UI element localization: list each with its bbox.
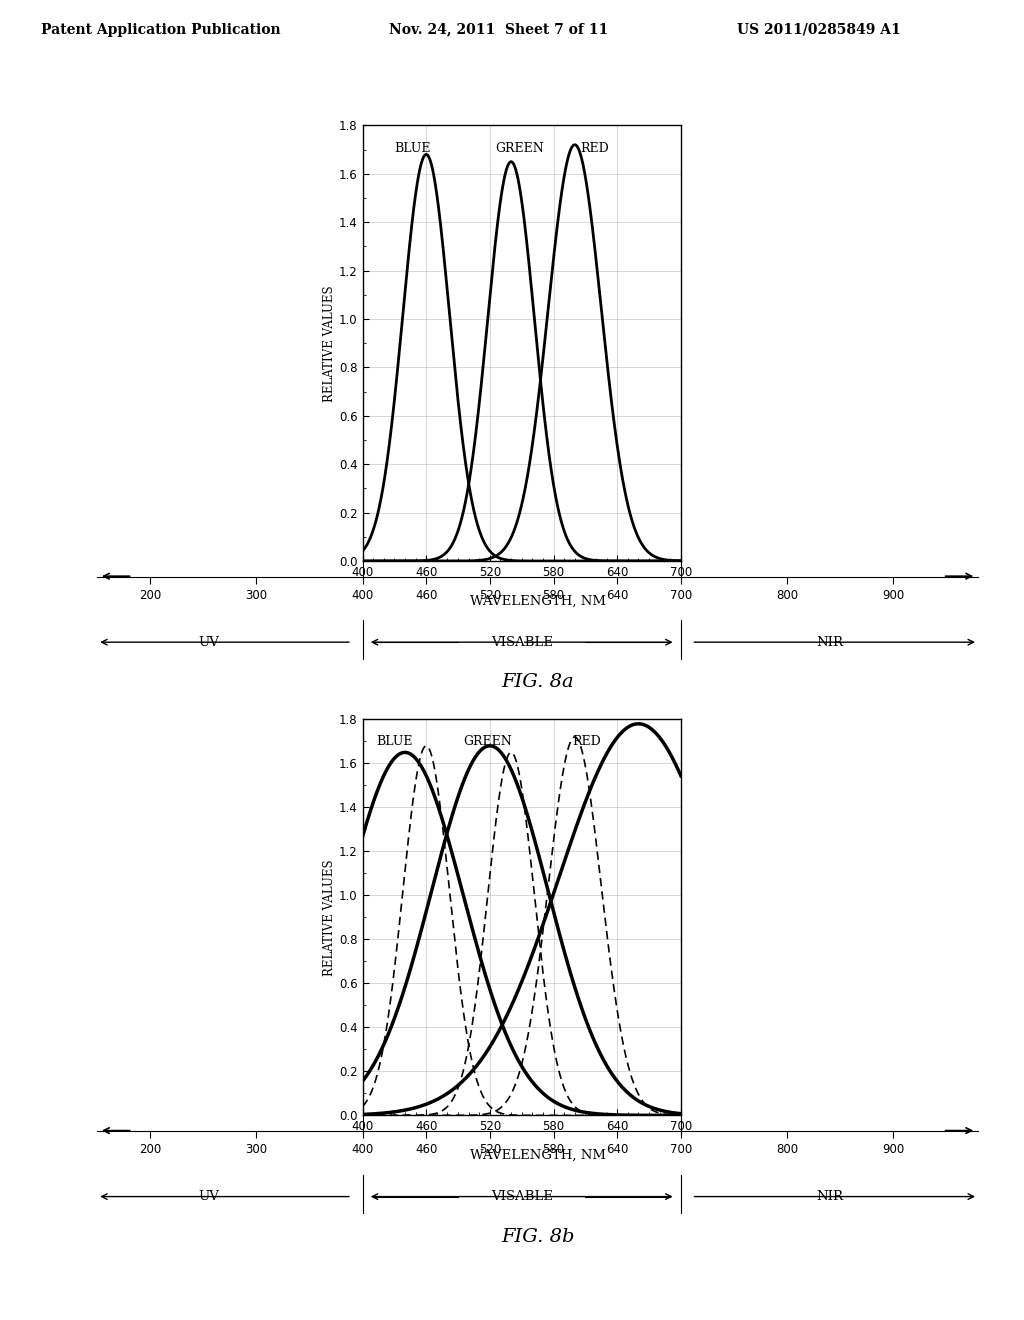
Text: Patent Application Publication: Patent Application Publication [41,22,281,37]
Text: WAVELENGTH, NM: WAVELENGTH, NM [470,595,605,607]
Text: NIR: NIR [816,636,843,648]
Text: VISABLE: VISABLE [490,636,553,648]
Y-axis label: RELATIVE VALUES: RELATIVE VALUES [324,285,336,401]
Text: BLUE: BLUE [394,143,431,156]
Text: UV: UV [199,1191,219,1203]
Text: US 2011/0285849 A1: US 2011/0285849 A1 [737,22,901,37]
Text: UV: UV [199,636,219,648]
Y-axis label: RELATIVE VALUES: RELATIVE VALUES [324,859,336,975]
Text: FIG. 8b: FIG. 8b [501,1228,574,1246]
Text: RED: RED [572,735,601,748]
Text: FIG. 8a: FIG. 8a [502,673,573,692]
Text: WAVELENGTH, NM: WAVELENGTH, NM [470,1150,605,1162]
Text: GREEN: GREEN [496,143,544,156]
Text: Nov. 24, 2011  Sheet 7 of 11: Nov. 24, 2011 Sheet 7 of 11 [389,22,608,37]
Text: RED: RED [580,143,609,156]
Text: BLUE: BLUE [377,735,413,748]
Text: VISABLE: VISABLE [490,1191,553,1203]
Text: GREEN: GREEN [463,735,512,748]
Text: NIR: NIR [816,1191,843,1203]
